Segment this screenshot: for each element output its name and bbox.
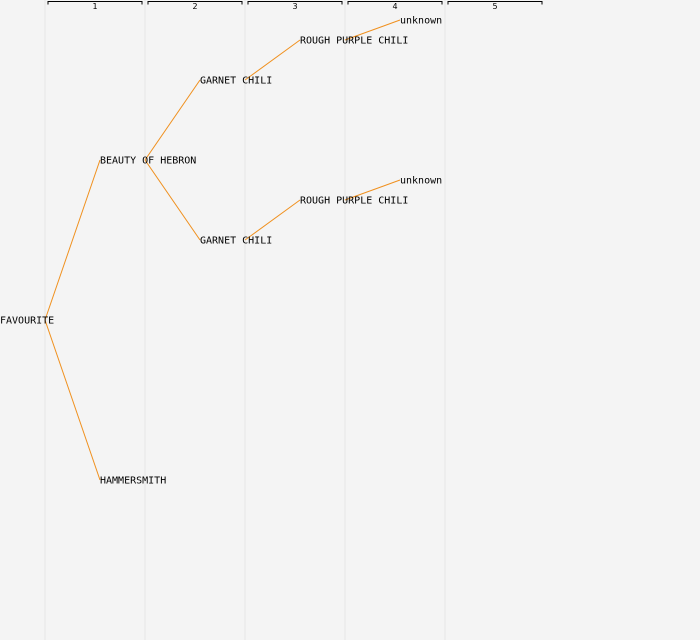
edge-n-favourite-to-n-hammersmith [44,319,101,481]
node-label-favourite[interactable]: FAVOURITE [0,316,54,327]
node-label-beauty-of-hebron[interactable]: BEAUTY OF HEBRON [100,156,196,167]
node-label-rough-purple-chili-b[interactable]: ROUGH PURPLE CHILI [300,196,408,207]
generation-label-g4: 4 [392,2,397,11]
node-label-garnet-chili-a[interactable]: GARNET CHILI [200,76,272,87]
generation-bracket-g4 [347,1,443,5]
node-label-unknown-a[interactable]: unknown [400,16,442,27]
node-label-garnet-chili-b[interactable]: GARNET CHILI [200,236,272,247]
generation-bracket-g3 [247,1,343,5]
edge-n-beauty-of-hebron-to-n-garnet-chili-a [144,79,201,161]
generation-bracket-g1 [47,1,143,5]
edge-n-rough-purple-chili-b-to-n-unknown-b [344,179,401,201]
generation-bracket-g5 [447,1,543,5]
node-label-rough-purple-chili-a[interactable]: ROUGH PURPLE CHILI [300,36,408,47]
generation-bracket-g2 [147,1,243,5]
edge-n-favourite-to-n-beauty-of-hebron [44,159,101,321]
edge-n-garnet-chili-a-to-n-rough-purple-chili-a [244,39,301,81]
edge-n-beauty-of-hebron-to-n-garnet-chili-b [144,159,201,241]
edge-n-garnet-chili-b-to-n-rough-purple-chili-b [244,199,301,241]
node-label-unknown-b[interactable]: unknown [400,176,442,187]
node-label-hammersmith[interactable]: HAMMERSMITH [100,476,166,487]
generation-label-g1: 1 [92,2,97,11]
generation-label-g5: 5 [492,2,497,11]
edge-n-rough-purple-chili-a-to-n-unknown-a [344,19,401,41]
generation-label-g2: 2 [192,2,197,11]
generation-label-g3: 3 [292,2,297,11]
